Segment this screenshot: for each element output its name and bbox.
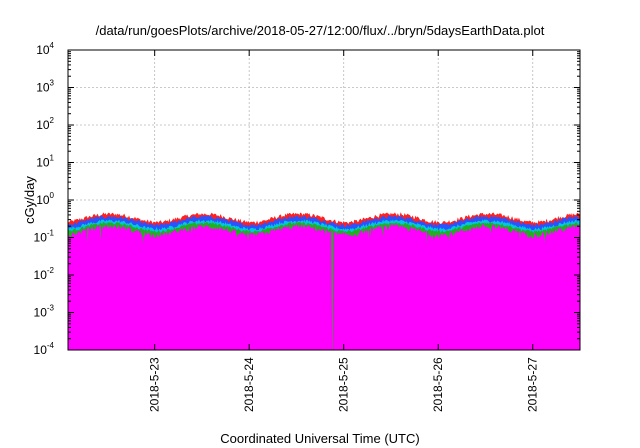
y-tick-label: 10-1	[34, 229, 55, 245]
y-tick-base: 10	[34, 306, 48, 320]
y-tick-base: 10	[36, 193, 50, 207]
y-tick-exponent: 0	[50, 191, 55, 200]
y-tick-exponent: 1	[50, 154, 55, 163]
y-tick-exponent: 4	[50, 41, 55, 50]
y-tick-label: 10-2	[34, 266, 55, 282]
y-tick-label: 104	[36, 41, 54, 57]
y-tick-label: 103	[36, 79, 54, 95]
x-axis-label: Coordinated Universal Time (UTC)	[220, 431, 419, 446]
y-tick-exponent: -1	[47, 229, 55, 238]
x-tick-label: 2018-5-23	[148, 357, 162, 412]
y-tick-base: 10	[36, 156, 50, 170]
y-tick-label: 10-4	[34, 341, 55, 357]
series-layer	[67, 212, 581, 351]
tick-layer: 10410310210110010-110-210-310-42018-5-23…	[34, 41, 580, 412]
y-tick-base: 10	[34, 231, 48, 245]
y-tick-base: 10	[34, 268, 48, 282]
x-tick-label: 2018-5-26	[431, 357, 445, 412]
y-tick-exponent: 2	[50, 116, 55, 125]
y-tick-label: 102	[36, 116, 54, 132]
y-axis-label: cGy/day	[22, 176, 37, 224]
x-tick-label: 2018-5-27	[526, 357, 540, 412]
y-tick-base: 10	[36, 118, 50, 132]
y-tick-label: 10-3	[34, 304, 55, 320]
y-tick-label: 101	[36, 154, 54, 170]
y-tick-base: 10	[36, 43, 50, 57]
y-tick-label: 100	[36, 191, 54, 207]
y-tick-exponent: -4	[47, 341, 55, 350]
y-tick-base: 10	[36, 81, 50, 95]
y-tick-exponent: 3	[50, 79, 55, 88]
y-tick-exponent: -2	[47, 266, 55, 275]
y-tick-base: 10	[34, 343, 48, 357]
series-area-4	[67, 223, 581, 351]
chart-title: /data/run/goesPlots/archive/2018-05-27/1…	[96, 23, 545, 38]
y-tick-exponent: -3	[47, 304, 55, 313]
x-tick-label: 2018-5-25	[337, 357, 351, 412]
x-tick-label: 2018-5-24	[242, 357, 256, 412]
